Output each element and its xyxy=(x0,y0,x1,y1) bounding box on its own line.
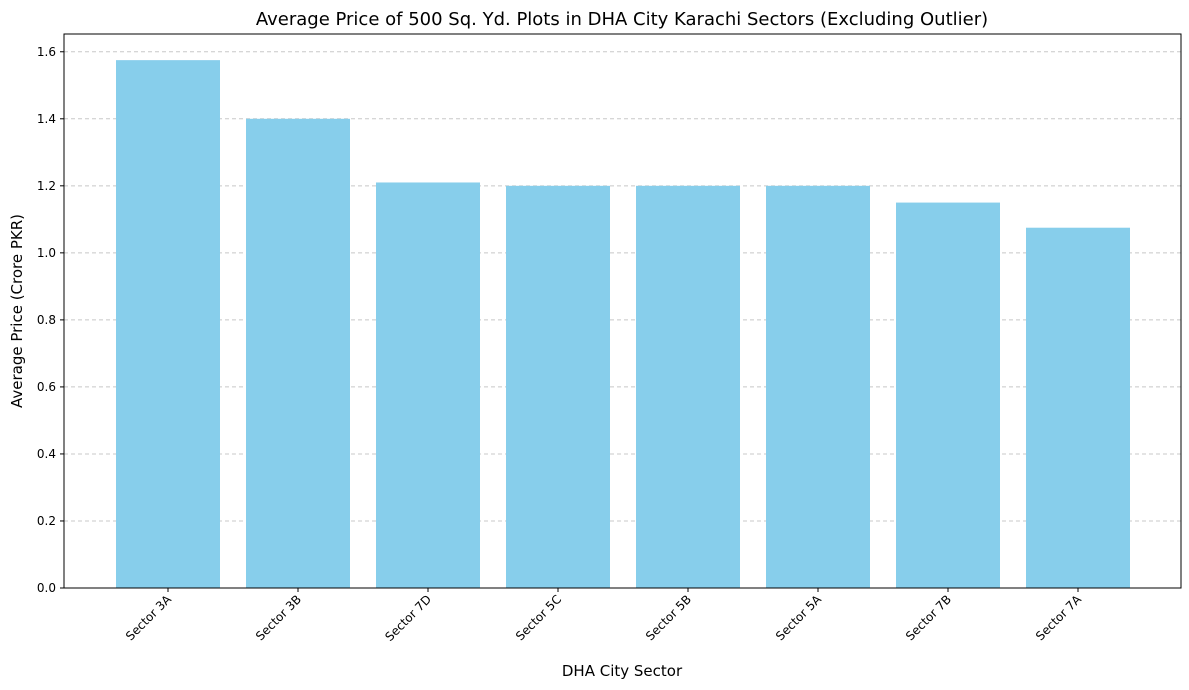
bars xyxy=(116,60,1130,589)
y-tick-label: 1.6 xyxy=(37,45,56,59)
y-tick-label: 0.2 xyxy=(37,514,56,528)
chart-title: Average Price of 500 Sq. Yd. Plots in DH… xyxy=(256,9,988,30)
bar-sector-5c xyxy=(506,185,610,588)
y-tick-label: 0.8 xyxy=(37,313,56,327)
y-tick-label: 1.4 xyxy=(37,112,56,126)
bar-sector-3a xyxy=(116,60,220,589)
y-axis-label: Average Price (Crore PKR) xyxy=(8,214,26,408)
bar-sector-3b xyxy=(246,118,350,589)
x-axis-label: DHA City Sector xyxy=(562,662,683,680)
bar-sector-7d xyxy=(376,182,480,589)
y-axis-ticks: 0.0 0.2 0.4 0.6 0.8 1.0 1.2 1.4 1.6 xyxy=(37,45,64,595)
bar-sector-5b xyxy=(636,185,740,588)
bar-sector-7b xyxy=(896,202,1000,588)
y-tick-label: 0.6 xyxy=(37,380,56,394)
bar-sector-7a xyxy=(1026,227,1130,588)
plot-frame xyxy=(63,33,1182,589)
y-tick-label: 1.2 xyxy=(37,179,56,193)
bar-sector-5a xyxy=(766,185,870,588)
y-tick-label: 0.4 xyxy=(37,447,56,461)
y-tick-label: 1.0 xyxy=(37,246,56,260)
y-tick-label: 0.0 xyxy=(37,581,56,595)
